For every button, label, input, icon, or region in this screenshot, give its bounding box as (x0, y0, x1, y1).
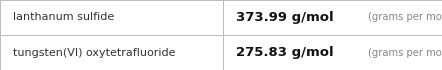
Text: (grams per mole): (grams per mole) (368, 48, 442, 57)
Text: lanthanum sulfide: lanthanum sulfide (13, 13, 114, 22)
Text: 275.83 g/mol: 275.83 g/mol (236, 46, 339, 59)
Text: 373.99 g/mol: 373.99 g/mol (236, 11, 339, 24)
Text: tungsten(VI) oxytetrafluoride: tungsten(VI) oxytetrafluoride (13, 48, 176, 57)
Text: (grams per mole): (grams per mole) (368, 13, 442, 22)
